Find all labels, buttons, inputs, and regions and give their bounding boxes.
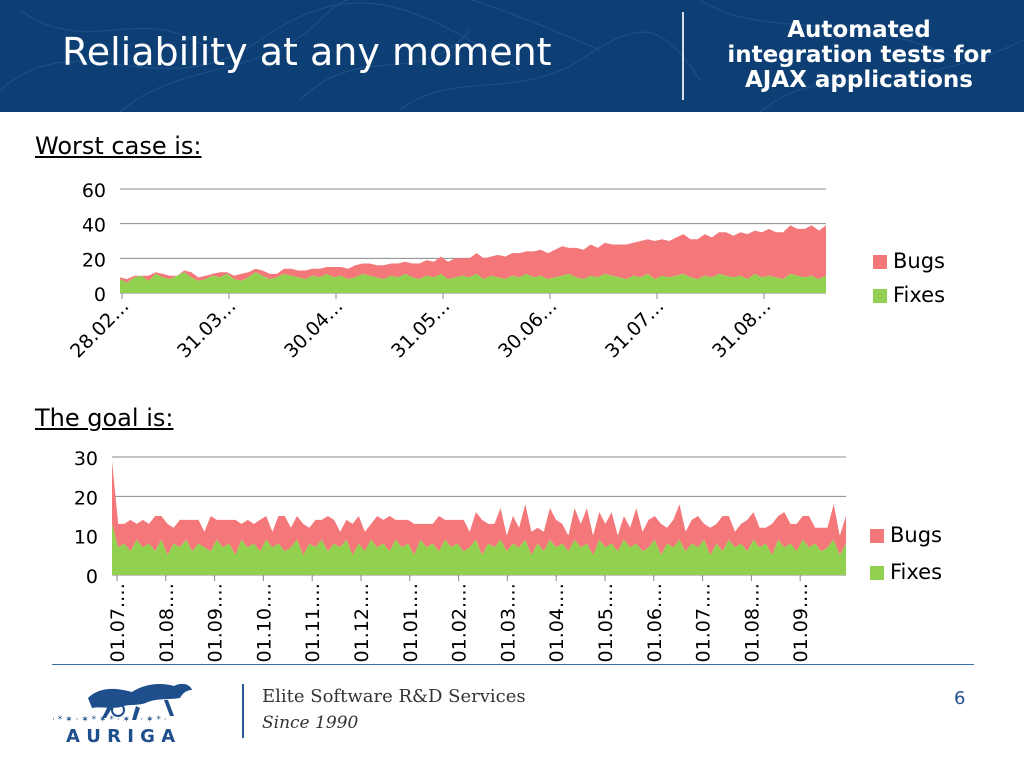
x-tick-label: 01.01.… [400, 583, 422, 662]
footer-divider [52, 664, 974, 665]
subtitle-line: Automated [787, 17, 931, 43]
worst-case-label: Worst case is: [35, 132, 202, 160]
x-tick-label: 01.11.… [302, 583, 324, 662]
x-tick-label: 01.06.… [644, 583, 666, 662]
legend-swatch [873, 289, 887, 303]
x-tick-label: 31.03… [173, 295, 240, 362]
legend-label: Fixes [890, 560, 942, 584]
auriga-logo: · * ✶ · ✶ * ✶ * · ✶ * · ✶ * · A U R I G … [52, 683, 192, 747]
y-tick-label: 10 [74, 527, 98, 549]
subtitle-line: AJAX applications [744, 67, 973, 93]
y-tick-label: 0 [94, 284, 106, 306]
x-tick-label: 31.07… [601, 295, 668, 362]
company-tagline: Elite Software R&D Services [262, 686, 526, 707]
header-subtitle: Automated integration tests for AJAX app… [700, 18, 1018, 93]
logo-text: A U R I G A [66, 726, 175, 747]
x-tick-label: 30.04… [280, 295, 347, 362]
y-tick-label: 40 [82, 215, 106, 237]
x-tick-label: 01.03.… [497, 583, 519, 662]
x-tick-label: 01.08.… [741, 583, 763, 662]
y-tick-label: 60 [82, 180, 106, 202]
legend-label: Fixes [893, 283, 945, 307]
x-tick-label: 01.02.… [449, 583, 471, 662]
y-tick-label: 20 [74, 487, 98, 509]
legend-swatch [873, 255, 887, 269]
svg-text:· * ✶ · ✶ * ✶ * · ✶ * · ✶ * ·: · * ✶ · ✶ * ✶ * · ✶ * · ✶ * · [52, 715, 167, 725]
x-tick-label: 30.06… [494, 295, 561, 362]
header-pattern [0, 0, 1024, 112]
x-tick-label: 01.04.… [546, 583, 568, 662]
x-tick-label: 01.08.… [156, 583, 178, 662]
y-tick-label: 30 [74, 448, 98, 470]
logo-divider [242, 684, 244, 738]
page-number: 6 [954, 688, 966, 709]
header-divider [682, 12, 684, 100]
x-tick-label: 01.09.… [205, 583, 227, 662]
slide-header: Reliability at any moment Automated inte… [0, 0, 1024, 112]
subtitle-line: integration tests for [727, 42, 991, 68]
legend-swatch [870, 529, 884, 543]
goal-label: The goal is: [35, 404, 174, 432]
series-bugs-area [112, 460, 846, 556]
x-tick-label: 31.08… [708, 295, 775, 362]
page-title: Reliability at any moment [62, 30, 552, 74]
y-tick-label: 0 [86, 566, 98, 588]
series-fixes-area [112, 523, 846, 575]
x-tick-label: 01.10.… [253, 583, 275, 662]
x-tick-label: 01.07.… [107, 583, 129, 662]
company-since: Since 1990 [262, 713, 359, 733]
x-tick-label: 01.05.… [595, 583, 617, 662]
y-tick-label: 20 [82, 249, 106, 271]
x-tick-label: 01.12.… [351, 583, 373, 662]
series-bugs-area [120, 225, 826, 283]
series-fixes-area [120, 272, 826, 293]
goal-chart: 0 10 20 30 01.07.… 01.08.… 01.09.… 01.10.… 01.11… [74, 448, 942, 662]
x-tick-label: 01.07.… [693, 583, 715, 662]
x-tick-label: 31.05… [387, 295, 454, 362]
legend-label: Bugs [890, 523, 942, 547]
legend-label: Bugs [893, 249, 945, 273]
x-tick-label: 01.09.… [790, 583, 812, 662]
legend-swatch [870, 566, 884, 580]
